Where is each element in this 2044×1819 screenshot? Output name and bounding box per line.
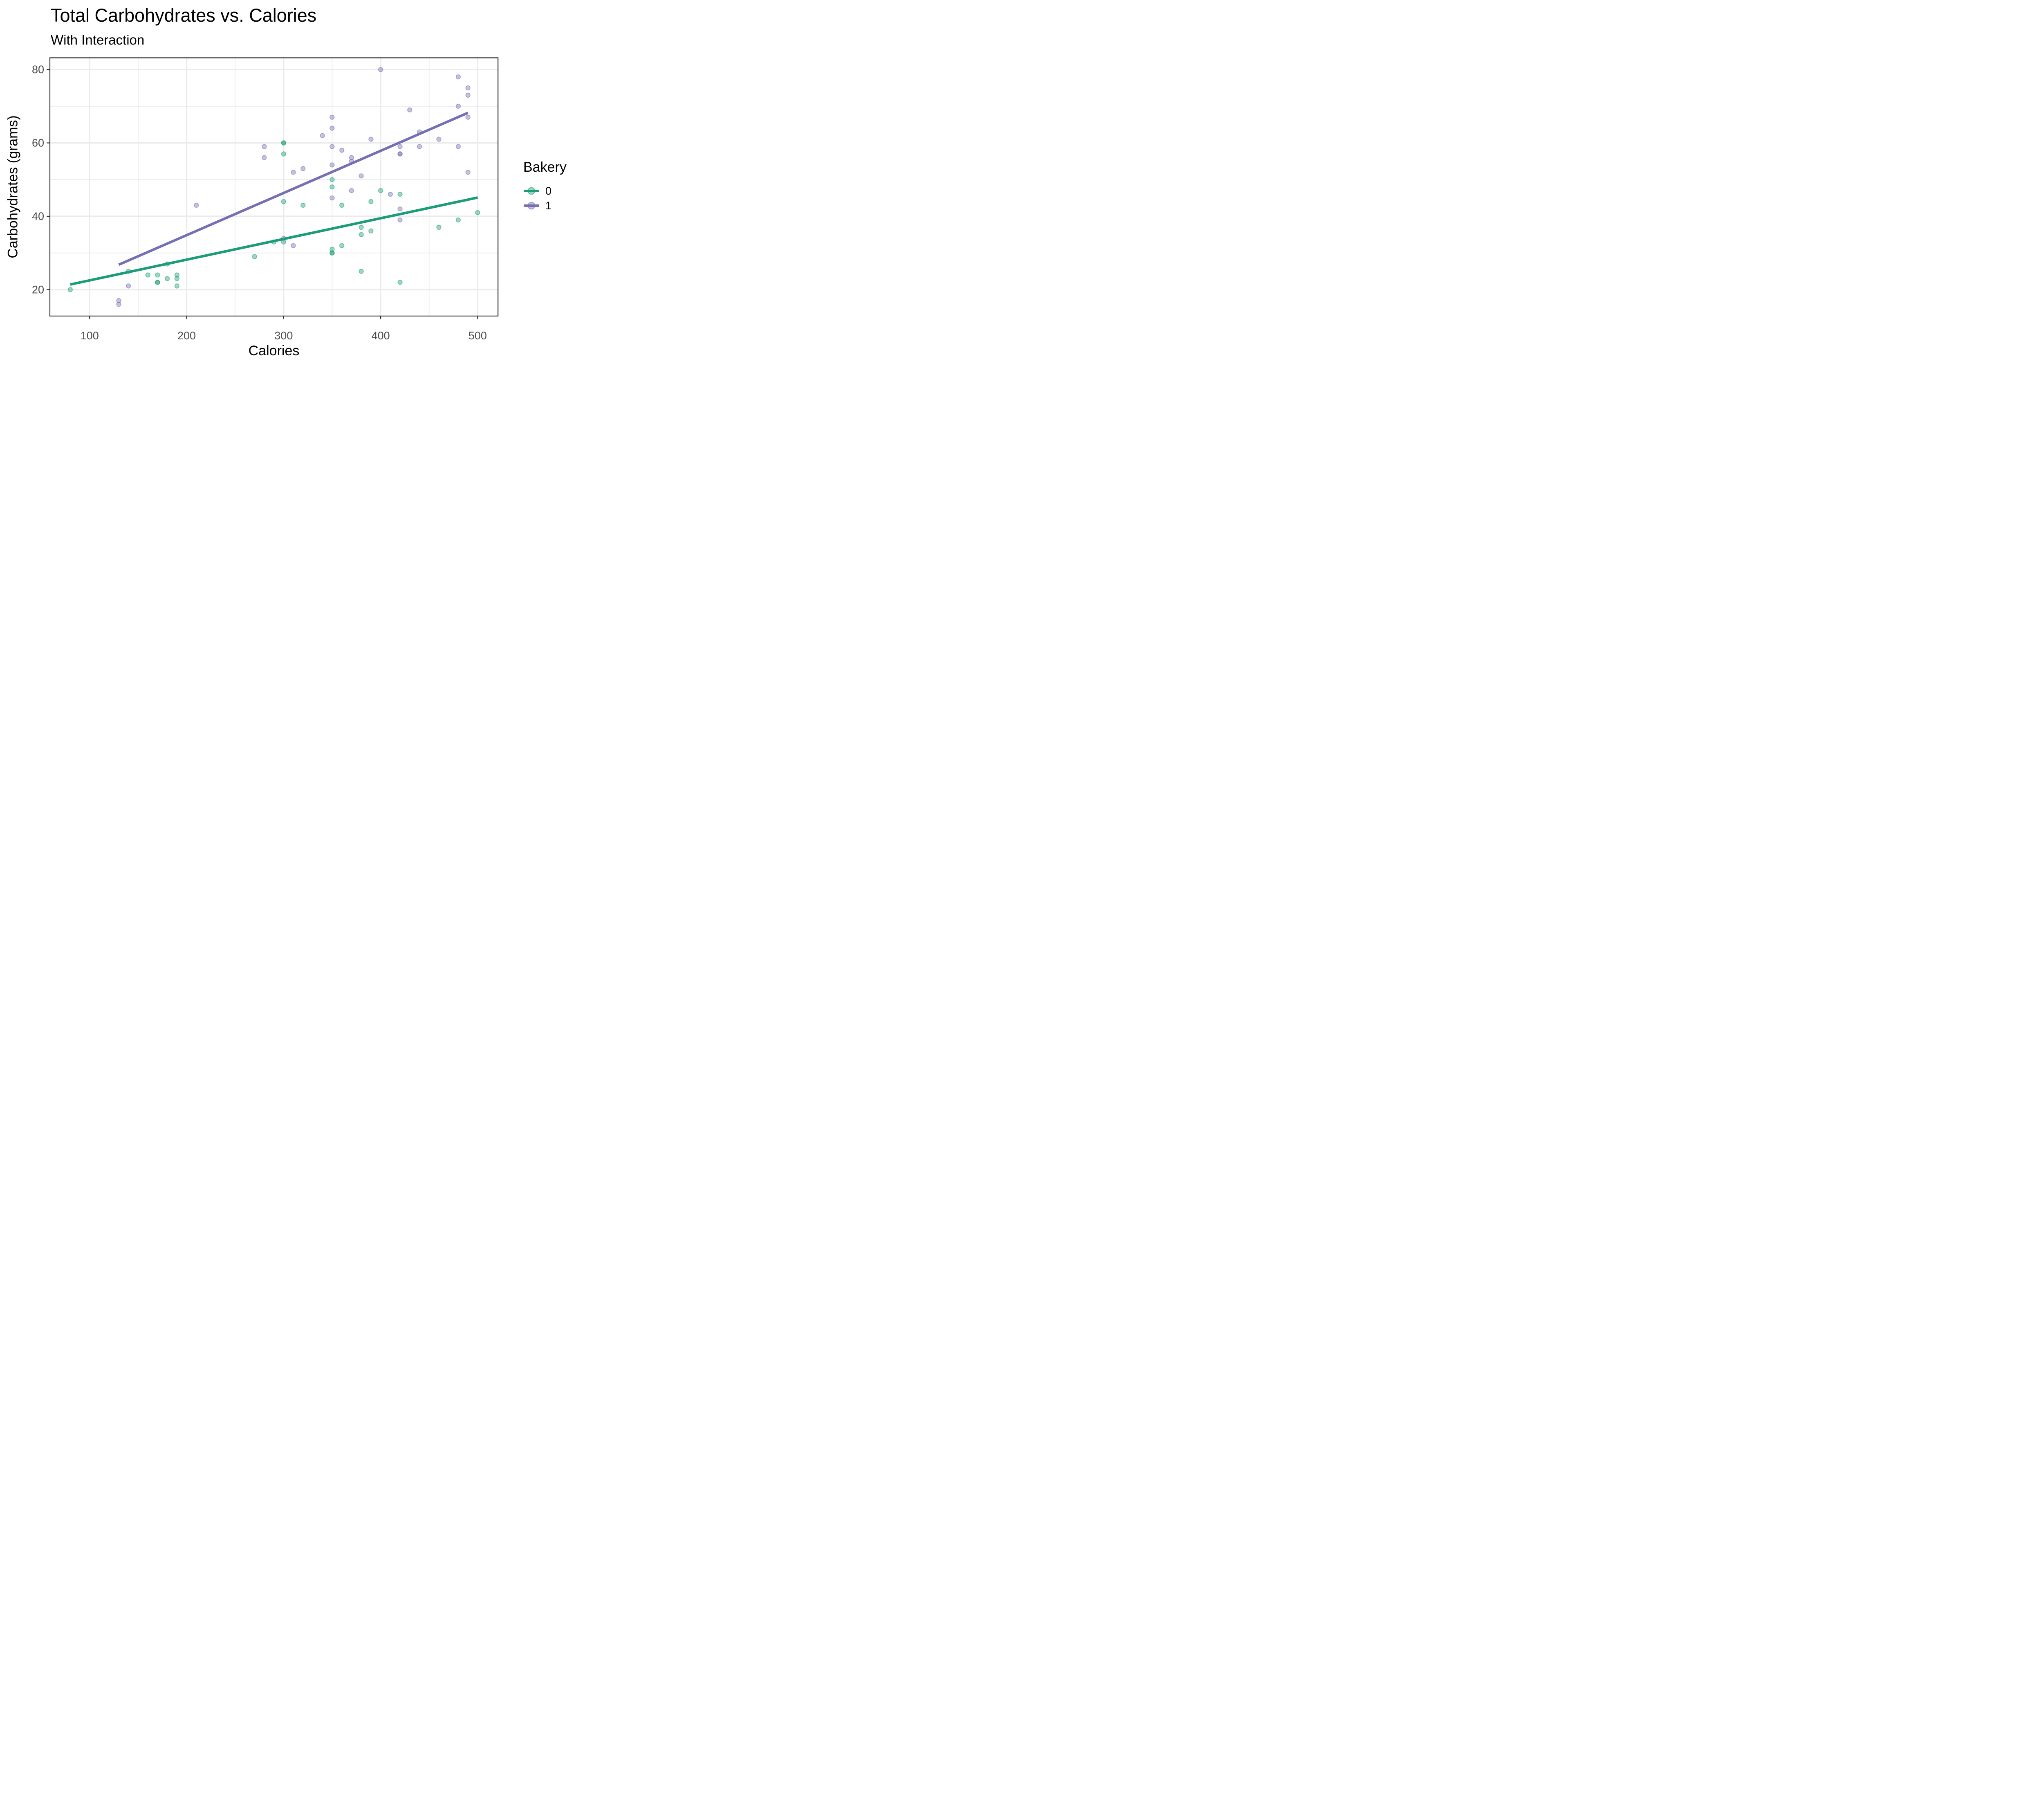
chart-title: Total Carbohydrates vs. Calories <box>51 5 317 26</box>
data-point <box>155 272 160 278</box>
data-point <box>359 224 364 230</box>
data-point <box>339 148 345 153</box>
trend-line <box>118 112 468 266</box>
panel-border <box>49 57 499 317</box>
data-point <box>262 155 267 160</box>
data-point <box>368 137 374 142</box>
data-point <box>359 232 364 237</box>
data-point <box>378 188 383 193</box>
data-point <box>116 302 121 307</box>
data-point <box>291 243 296 248</box>
data-point <box>378 67 383 72</box>
y-axis-title: Carbohydrates (grams) <box>5 115 21 258</box>
data-point <box>174 283 179 289</box>
x-axis-title: Calories <box>248 343 300 359</box>
data-point <box>281 151 286 157</box>
legend-item-1: 1 <box>523 198 589 213</box>
legend-label: 1 <box>545 199 552 212</box>
plot-panel: 100 200 300 400 500 20 40 60 80 <box>32 57 499 342</box>
data-point <box>174 272 179 278</box>
data-point <box>465 114 471 120</box>
data-point <box>388 191 393 197</box>
data-point <box>455 217 461 223</box>
data-point <box>397 151 403 157</box>
y-tick-label: 80 <box>32 63 44 76</box>
data-point <box>329 195 335 201</box>
legend-title: Bakery <box>523 159 567 175</box>
data-point <box>262 144 267 149</box>
data-point <box>349 188 354 193</box>
data-point <box>436 137 442 142</box>
data-point <box>155 280 160 285</box>
data-point <box>397 280 403 285</box>
data-point <box>329 247 335 252</box>
data-point <box>359 173 364 179</box>
y-tick-label: 20 <box>32 283 44 296</box>
data-point <box>291 170 296 175</box>
data-point <box>281 199 286 204</box>
data-point <box>465 170 471 175</box>
data-point <box>475 210 480 215</box>
data-point <box>397 191 403 197</box>
data-point <box>465 92 471 98</box>
data-point <box>359 269 364 274</box>
data-point <box>339 202 345 208</box>
data-point <box>455 103 461 109</box>
x-tick-label: 500 <box>468 330 487 342</box>
legend-key-icon <box>524 202 539 210</box>
data-point <box>368 199 374 204</box>
data-point <box>397 206 403 212</box>
data-point <box>397 144 403 149</box>
data-point <box>252 254 257 259</box>
trend-line <box>70 196 478 286</box>
legend-key-icon <box>524 187 539 195</box>
data-point <box>329 250 335 256</box>
data-point <box>145 272 150 278</box>
x-tick-label: 100 <box>81 330 99 342</box>
legend-label: 0 <box>545 184 552 197</box>
data-point <box>436 224 442 230</box>
data-point <box>455 74 461 80</box>
data-point <box>329 126 335 131</box>
data-point <box>455 144 461 149</box>
data-point <box>116 298 121 303</box>
data-point <box>329 177 335 182</box>
y-tick-label: 40 <box>32 210 44 222</box>
data-point <box>67 287 73 292</box>
x-tick-label: 200 <box>177 330 196 342</box>
data-point <box>339 243 345 248</box>
data-point <box>126 283 131 289</box>
figure: Total Carbohydrates vs. Calories With In… <box>0 0 589 364</box>
legend-item-0: 0 <box>523 184 589 198</box>
data-point <box>397 217 403 223</box>
x-tick-label: 400 <box>372 330 390 342</box>
data-point <box>329 184 335 190</box>
data-point <box>329 162 335 168</box>
x-tick-label: 300 <box>274 330 293 342</box>
data-point <box>417 144 422 149</box>
y-tick-label: 60 <box>32 137 44 149</box>
data-point <box>300 166 306 171</box>
chart-subtitle: With Interaction <box>51 32 145 47</box>
data-point <box>320 133 325 138</box>
data-point <box>349 155 354 160</box>
data-point <box>465 85 471 91</box>
data-point <box>164 276 170 281</box>
data-point <box>174 276 179 281</box>
data-point <box>329 144 335 149</box>
data-point <box>194 202 199 208</box>
data-point <box>300 202 306 208</box>
data-point <box>329 114 335 120</box>
data-point <box>368 228 374 234</box>
data-point <box>407 107 412 112</box>
data-point <box>281 140 286 146</box>
